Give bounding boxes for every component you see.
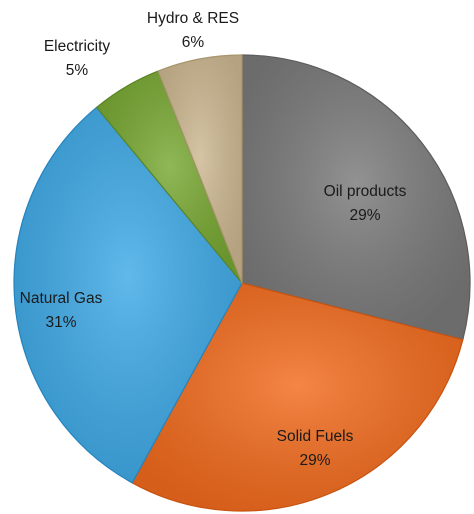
data-label-percent: 6% — [182, 34, 205, 51]
pie-slices — [13, 54, 471, 512]
data-label-name: Solid Fuels — [277, 428, 354, 445]
pie-slice-shading — [241, 54, 471, 341]
data-label-percent: 29% — [299, 452, 330, 469]
data-label: Solid Fuels 29% — [277, 428, 354, 469]
data-label-percent: 5% — [66, 62, 89, 79]
pie-labels: Oil products 29% Solid Fuels 29% Natural Gas… — [20, 10, 407, 469]
data-label-name: Electricity — [44, 38, 111, 55]
data-label-name: Natural Gas — [20, 290, 103, 307]
pie-slice-shading — [157, 54, 243, 284]
pie-slice-shading — [131, 282, 464, 512]
data-label: Hydro & RES 6% — [147, 10, 239, 51]
data-label-name: Oil products — [324, 183, 407, 200]
data-label-name: Hydro & RES — [147, 10, 239, 27]
data-label: Oil products 29% — [324, 183, 407, 224]
data-label-percent: 29% — [349, 207, 380, 224]
pie-slice-shading — [13, 106, 243, 484]
data-label: Natural Gas 31% — [20, 290, 103, 331]
data-label: Electricity 5% — [44, 38, 111, 79]
data-label-percent: 31% — [45, 314, 76, 331]
